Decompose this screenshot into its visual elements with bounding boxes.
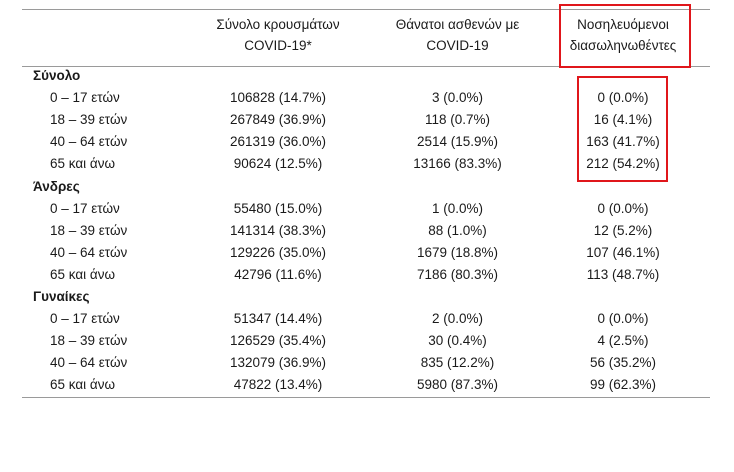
cell-cases: 141314 (38.3%) <box>229 223 327 238</box>
cell-cases: 132079 (36.9%) <box>229 355 327 370</box>
row-label: 65 και άνω <box>50 267 116 282</box>
cell-deaths: 118 (0.7%) <box>424 112 491 127</box>
row-label: 0 – 17 ετών <box>50 201 120 216</box>
row-label: 0 – 17 ετών <box>50 90 120 105</box>
header-total-cases-line1: Σύνολο κρουσμάτων <box>216 17 340 32</box>
table-row: 0 – 17 ετών 55480 (15.0%) 1 (0.0%) 0 (0.… <box>0 198 734 220</box>
cell-intubated: 0 (0.0%) <box>597 311 649 326</box>
cell-deaths: 30 (0.4%) <box>428 333 487 348</box>
cell-intubated: 56 (35.2%) <box>589 355 657 370</box>
table-row: 40 – 64 ετών 261319 (36.0%) 2514 (15.9%)… <box>0 131 734 153</box>
cell-deaths: 835 (12.2%) <box>420 355 495 370</box>
header-intubated-line1: Νοσηλευόμενοι <box>577 17 669 32</box>
table-bottom-rule <box>22 397 710 398</box>
header-total-cases-line2: COVID-19* <box>244 38 312 53</box>
row-label: 18 – 39 ετών <box>50 223 128 238</box>
cell-deaths: 2514 (15.9%) <box>416 134 499 149</box>
cell-deaths: 88 (1.0%) <box>428 223 487 238</box>
row-label: 18 – 39 ετών <box>50 112 128 127</box>
row-label: 0 – 17 ετών <box>50 311 120 326</box>
row-label: 40 – 64 ετών <box>50 134 128 149</box>
cell-deaths: 1 (0.0%) <box>431 201 484 216</box>
cell-cases: 267849 (36.9%) <box>229 112 327 127</box>
cell-cases: 261319 (36.0%) <box>229 134 327 149</box>
header-deaths-line2: COVID-19 <box>426 38 489 53</box>
cell-intubated: 12 (5.2%) <box>593 223 653 238</box>
header-intubated: Νοσηλευόμενοι διασωληνωθέντες <box>553 14 693 56</box>
cell-deaths: 2 (0.0%) <box>431 311 484 326</box>
header-total-cases: Σύνολο κρουσμάτων COVID-19* <box>193 14 363 56</box>
cell-intubated: 0 (0.0%) <box>597 201 649 216</box>
row-label: 18 – 39 ετών <box>50 333 128 348</box>
table-row: 0 – 17 ετών 51347 (14.4%) 2 (0.0%) 0 (0.… <box>0 308 734 330</box>
row-label: 40 – 64 ετών <box>50 245 128 260</box>
table-row: 65 και άνω 47822 (13.4%) 5980 (87.3%) 99… <box>0 374 734 396</box>
cell-deaths: 5980 (87.3%) <box>416 377 499 392</box>
table-row: 18 – 39 ετών 267849 (36.9%) 118 (0.7%) 1… <box>0 109 734 131</box>
header-rule <box>22 66 710 67</box>
row-label: 65 και άνω <box>50 156 116 171</box>
cell-intubated: 113 (48.7%) <box>586 267 660 282</box>
cell-deaths: 7186 (80.3%) <box>416 267 499 282</box>
section-title-women: Γυναίκες <box>33 289 90 304</box>
header-deaths-line1: Θάνατοι ασθενών με <box>395 17 520 32</box>
table-row: 65 και άνω 42796 (11.6%) 7186 (80.3%) 11… <box>0 264 734 286</box>
cell-intubated: 0 (0.0%) <box>597 90 649 105</box>
cell-cases: 51347 (14.4%) <box>233 311 323 326</box>
cell-intubated: 163 (41.7%) <box>586 134 660 149</box>
table-row: 0 – 17 ετών 106828 (14.7%) 3 (0.0%) 0 (0… <box>0 87 734 109</box>
header-highlight-box <box>559 4 691 68</box>
section-title-men: Άνδρες <box>33 179 80 194</box>
table-row: 18 – 39 ετών 126529 (35.4%) 30 (0.4%) 4 … <box>0 330 734 352</box>
header-deaths: Θάνατοι ασθενών με COVID-19 <box>375 14 540 56</box>
table-row: 40 – 64 ετών 132079 (36.9%) 835 (12.2%) … <box>0 352 734 374</box>
section-title-total: Σύνολο <box>33 68 81 83</box>
cell-cases: 42796 (11.6%) <box>234 267 322 282</box>
values-highlight-box <box>577 76 668 182</box>
table-row: 65 και άνω 90624 (12.5%) 13166 (83.3%) 2… <box>0 153 734 175</box>
row-label: 65 και άνω <box>50 377 116 392</box>
cell-deaths: 1679 (18.8%) <box>416 245 499 260</box>
header-intubated-line2: διασωληνωθέντες <box>569 38 677 53</box>
cell-cases: 90624 (12.5%) <box>233 156 323 171</box>
cell-deaths: 13166 (83.3%) <box>413 156 502 171</box>
cell-intubated: 4 (2.5%) <box>597 333 649 348</box>
table-top-rule <box>22 9 710 10</box>
cell-intubated: 107 (46.1%) <box>586 245 660 260</box>
row-label: 40 – 64 ετών <box>50 355 128 370</box>
cell-intubated: 16 (4.1%) <box>593 112 653 127</box>
cell-deaths: 3 (0.0%) <box>431 90 484 105</box>
table-row: 18 – 39 ετών 141314 (38.3%) 88 (1.0%) 12… <box>0 220 734 242</box>
table-row: 40 – 64 ετών 129226 (35.0%) 1679 (18.8%)… <box>0 242 734 264</box>
cell-cases: 55480 (15.0%) <box>233 201 323 216</box>
cell-cases: 106828 (14.7%) <box>229 90 327 105</box>
cell-cases: 129226 (35.0%) <box>229 245 327 260</box>
cell-intubated: 212 (54.2%) <box>586 156 660 171</box>
cell-intubated: 99 (62.3%) <box>589 377 657 392</box>
cell-cases: 126529 (35.4%) <box>229 333 327 348</box>
cell-cases: 47822 (13.4%) <box>233 377 323 392</box>
